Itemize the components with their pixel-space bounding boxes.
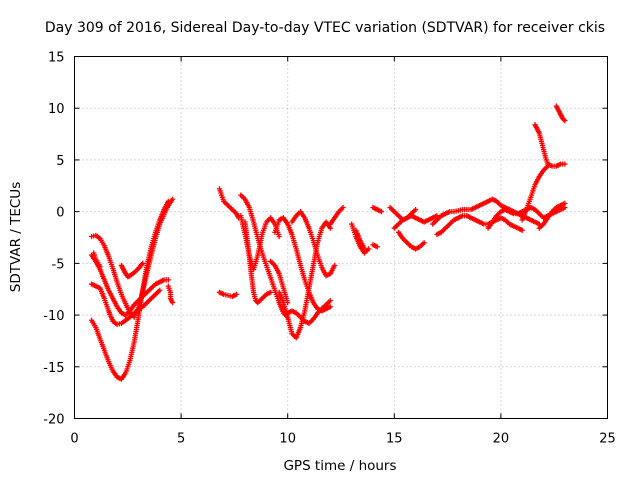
series-arc-29 (532, 122, 568, 169)
data-point (519, 227, 525, 233)
data-point (340, 204, 346, 211)
data-marks (88, 103, 568, 382)
series-arc-12 (242, 219, 274, 306)
data-point (545, 163, 551, 169)
series-arc-2 (88, 196, 176, 320)
data-point (327, 297, 333, 304)
y-tick-label: 15 (48, 51, 65, 66)
data-point (562, 161, 568, 167)
y-tick-label: -20 (43, 413, 64, 428)
series-arc-15 (289, 209, 338, 279)
y-axis-label: SDTVAR / TECUs (8, 182, 24, 292)
x-tick-label: 15 (386, 432, 403, 447)
data-point (562, 118, 568, 124)
series-arc-24 (395, 229, 427, 252)
series-arc-25 (387, 204, 419, 223)
data-point (562, 200, 568, 206)
data-point (169, 300, 176, 306)
series-arc-6 (91, 250, 103, 270)
x-tick-label: 10 (279, 432, 296, 447)
data-point (332, 262, 338, 269)
series-arc-5 (118, 260, 146, 280)
data-point (378, 209, 385, 215)
series-arc-9 (216, 289, 240, 300)
data-point (169, 196, 176, 202)
y-tick-label: -5 (52, 257, 65, 272)
series-arc-4 (88, 281, 163, 327)
y-tick-label: -15 (43, 361, 64, 376)
data-point (268, 289, 274, 295)
x-tick-label: 25 (599, 432, 616, 447)
x-tick-label: 0 (70, 432, 78, 447)
data-point (327, 304, 333, 310)
series-arc-7 (165, 283, 176, 306)
y-tick-label: 0 (56, 206, 64, 221)
series-arc-31 (536, 200, 568, 231)
series-arc-27 (434, 213, 525, 237)
data-point (157, 287, 163, 293)
series-arc-17 (268, 258, 291, 306)
y-tick-label: 10 (48, 102, 65, 117)
series-arc-30 (519, 163, 551, 223)
x-tick-label: 20 (493, 432, 510, 447)
series-arc-20 (353, 227, 368, 252)
data-point (165, 277, 171, 283)
data-point (413, 206, 419, 213)
data-point (361, 246, 368, 252)
series-arc-18 (327, 204, 346, 227)
chart-title: Day 309 of 2016, Sidereal Day-to-day VTE… (45, 20, 605, 36)
series-arc-14 (276, 219, 333, 341)
series-arc-32 (553, 103, 568, 124)
data-point (561, 116, 567, 123)
series-arc-16 (285, 297, 333, 326)
x-axis-label: GPS time / hours (283, 458, 396, 474)
data-point (421, 240, 427, 246)
y-tick-label: 5 (56, 154, 64, 169)
x-tick-label: 5 (177, 432, 185, 447)
data-point (233, 291, 240, 297)
data-point (374, 244, 380, 250)
data-point (276, 233, 282, 240)
series-arc-21 (370, 204, 385, 215)
series-arc-26 (430, 196, 542, 227)
plot-frame (74, 56, 608, 419)
series-arc-3 (88, 252, 171, 318)
series-arc-8 (216, 186, 242, 221)
series-arc-22 (370, 242, 380, 250)
data-point (140, 260, 146, 266)
data-point (285, 300, 291, 306)
y-tick-label: -10 (43, 309, 64, 324)
data-point (97, 263, 103, 270)
axis-ticks: 0 5 10 15 20 25 15 10 5 0 -5 -10 -15 -20 (43, 51, 616, 447)
